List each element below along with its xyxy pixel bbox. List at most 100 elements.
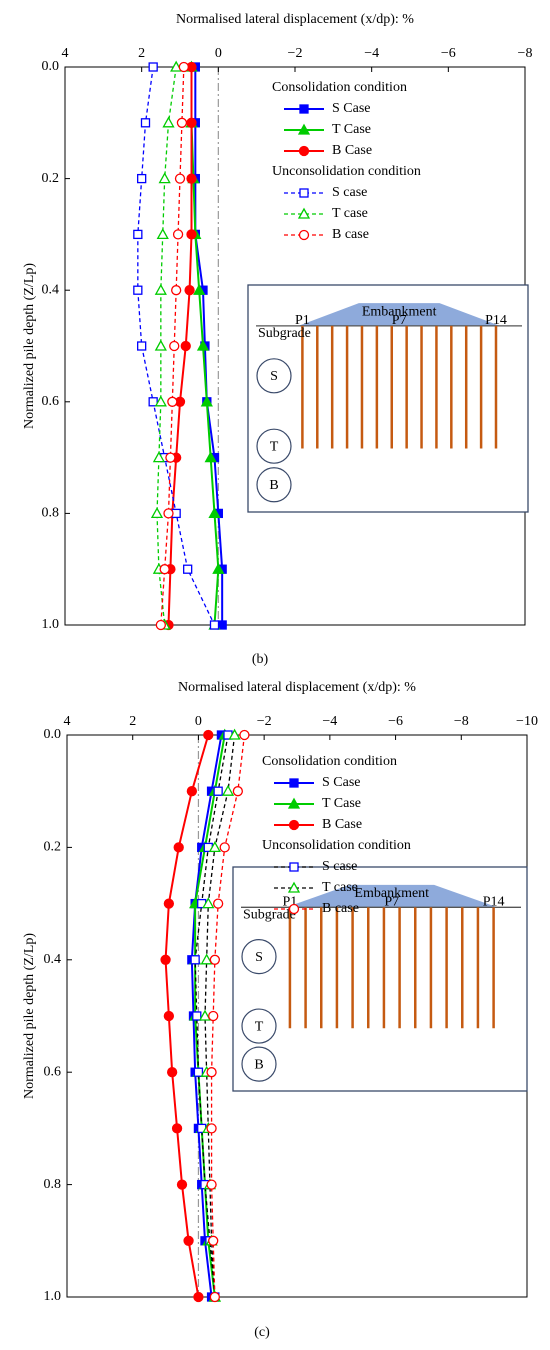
inset-label: Subgrade (243, 908, 296, 923)
marker (154, 395, 167, 407)
marker (162, 116, 175, 128)
marker (154, 283, 167, 295)
series-line (160, 66, 185, 626)
x-tick-label: −6 (441, 46, 456, 61)
marker (206, 1067, 217, 1078)
marker (287, 881, 301, 893)
marker (154, 339, 167, 351)
legend-title: Unconsolidation condition (262, 838, 411, 853)
legend-label: B Case (332, 143, 372, 158)
legend-label: S Case (322, 775, 361, 790)
caption: (b) (252, 652, 269, 667)
chart: 4 2 0 −2 −4 −6 −8 −10 0.0 0.2 0.4 0.6 0.8 1.0 Normalis… (22, 680, 538, 1340)
marker (299, 188, 309, 198)
y-tick-label: 0.4 (42, 282, 60, 297)
marker (176, 1179, 188, 1190)
marker (299, 104, 309, 114)
layer-circle (256, 428, 292, 464)
y-tick-label: 0.8 (42, 506, 60, 521)
x-tick-label: −2 (288, 46, 303, 61)
marker (239, 729, 250, 741)
y-tick-label: 0.0 (44, 727, 62, 742)
marker (184, 285, 195, 296)
layer-circle (256, 467, 292, 503)
marker (156, 228, 169, 240)
x-tick-label: 4 (62, 46, 69, 61)
y-tick-label: 1.0 (44, 1289, 62, 1304)
layer-circle (256, 358, 292, 394)
marker (178, 61, 189, 73)
legend-title: Consolidation condition (262, 754, 397, 769)
marker (169, 340, 180, 352)
x-tick-label: −4 (364, 46, 379, 61)
marker (159, 564, 170, 575)
marker (186, 173, 197, 184)
marker (183, 1235, 194, 1246)
marker (165, 452, 176, 463)
marker (288, 819, 300, 831)
marker (174, 173, 186, 184)
legend-label: T case (322, 880, 358, 895)
legend-label: T Case (332, 122, 371, 137)
marker (133, 285, 143, 295)
layer-label: T (255, 1019, 264, 1034)
legend-label: T case (332, 206, 368, 221)
marker (137, 173, 147, 184)
marker (193, 283, 206, 295)
inset-label: P7 (384, 895, 399, 910)
marker (152, 451, 166, 463)
marker (298, 229, 310, 241)
marker (288, 903, 300, 915)
chart: 4 2 0 −2 −4 −6 −8 0.0 0.2 0.4 0.6 0.8 1.0 Normalised … (22, 12, 532, 667)
marker (163, 1010, 175, 1022)
marker (297, 123, 311, 135)
inset-label: P14 (485, 313, 507, 328)
marker (298, 145, 310, 157)
marker (163, 898, 175, 909)
layer-label: S (255, 950, 263, 965)
marker (208, 1010, 219, 1022)
marker (198, 1009, 212, 1021)
marker (186, 786, 198, 797)
marker (208, 1235, 219, 1246)
y-tick-label: 0.2 (42, 171, 60, 186)
x-tick-label: 2 (138, 46, 145, 61)
marker (155, 619, 166, 631)
y-tick-label: 0.6 (42, 394, 60, 409)
layer-label: S (270, 369, 278, 384)
layer-label: B (269, 478, 278, 493)
inset-label: P7 (392, 313, 407, 328)
marker (190, 955, 200, 965)
marker (160, 954, 171, 965)
marker (171, 285, 182, 296)
legend-title: Consolidation condition (272, 80, 407, 95)
marker (212, 562, 225, 574)
y-tick-label: 0.8 (44, 1177, 62, 1192)
inset-label: Embankment (354, 886, 429, 901)
marker (170, 60, 183, 72)
x-tick-label: −2 (257, 714, 272, 729)
marker (200, 953, 213, 965)
x-axis-title: Normalised lateral displacement (x/dp): … (176, 12, 414, 27)
legend-label: S Case (332, 101, 371, 116)
y-tick-label: 0.6 (44, 1064, 62, 1079)
marker (133, 229, 143, 240)
marker (180, 340, 191, 352)
marker (158, 172, 171, 184)
embankment (298, 303, 500, 326)
marker (193, 1067, 204, 1077)
marker (212, 898, 224, 909)
marker (196, 339, 210, 351)
legend-label: S case (332, 185, 367, 200)
marker (200, 395, 213, 407)
legend-label: B case (322, 901, 359, 916)
x-axis-title: Normalised lateral displacement (x/dp): … (178, 680, 416, 695)
marker (186, 229, 197, 240)
marker (204, 451, 217, 463)
marker (206, 1179, 217, 1190)
marker (163, 508, 174, 519)
marker (137, 341, 147, 351)
inset-label: P14 (483, 895, 505, 910)
